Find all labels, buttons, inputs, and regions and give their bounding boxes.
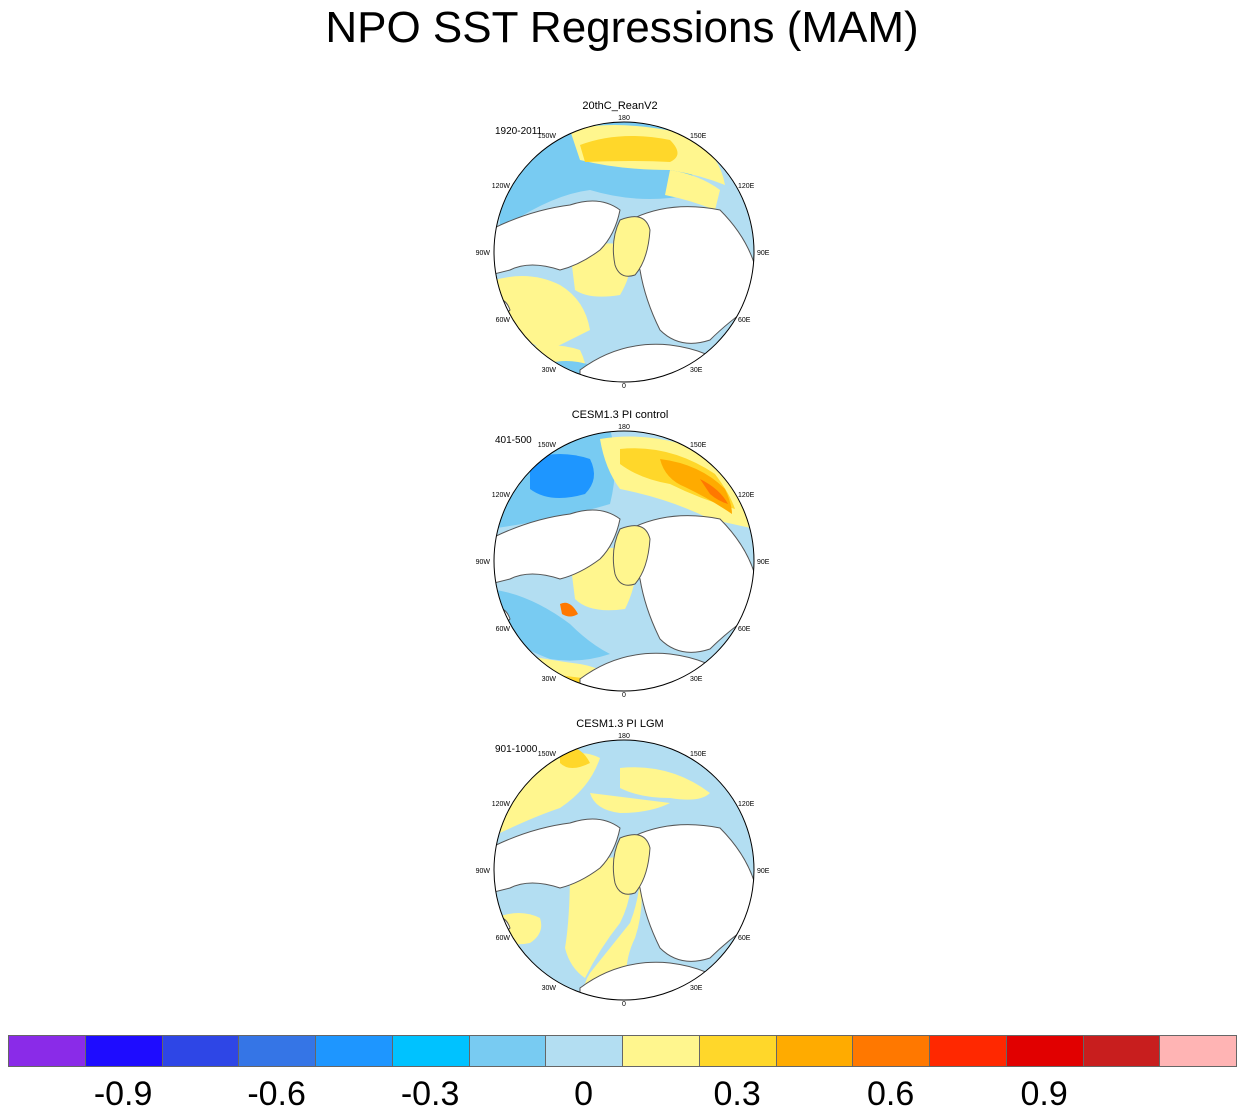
colorbar-swatch xyxy=(852,1035,930,1067)
svg-text:60E: 60E xyxy=(738,935,751,942)
panel-title: CESM1.3 PI control xyxy=(571,409,669,421)
longitude-labels: 180 150E 120E 90E 60E 30E 0 30W 60W 90W … xyxy=(476,733,770,1008)
map-panel-control: CESM1.3 PI control 401-500 180 xyxy=(470,409,770,709)
svg-text:0: 0 xyxy=(622,383,626,390)
svg-text:120W: 120W xyxy=(492,183,511,190)
svg-text:180: 180 xyxy=(618,115,630,122)
colorbar-swatch xyxy=(391,1035,470,1067)
svg-text:60W: 60W xyxy=(496,935,511,942)
svg-text:150E: 150E xyxy=(690,442,707,449)
svg-text:30W: 30W xyxy=(542,676,557,683)
longitude-labels: 180 150E 120E 90E 60E 30E 0 30W 60W 90W … xyxy=(476,115,770,390)
colorbar-tick-label: -0.9 xyxy=(93,1075,153,1113)
svg-text:30E: 30E xyxy=(690,367,703,374)
map-boundary xyxy=(493,430,755,692)
colorbar-swatch xyxy=(545,1035,623,1067)
svg-text:30W: 30W xyxy=(542,367,557,374)
svg-text:120W: 120W xyxy=(492,492,511,499)
colorbar-tick-label: 0.6 xyxy=(866,1075,915,1113)
svg-text:150E: 150E xyxy=(690,133,707,140)
svg-text:120E: 120E xyxy=(738,183,755,190)
colorbar-swatch xyxy=(84,1035,163,1067)
svg-text:90W: 90W xyxy=(476,559,491,566)
svg-text:120E: 120E xyxy=(738,801,755,808)
svg-text:60E: 60E xyxy=(738,317,751,324)
svg-text:30E: 30E xyxy=(690,985,703,992)
svg-text:150W: 150W xyxy=(538,442,557,449)
colorbar-swatch xyxy=(1005,1035,1084,1067)
svg-text:60E: 60E xyxy=(738,626,751,633)
colorbar-swatch xyxy=(622,1035,700,1067)
svg-text:0: 0 xyxy=(622,1001,626,1008)
svg-text:30E: 30E xyxy=(690,676,703,683)
svg-text:180: 180 xyxy=(618,733,630,740)
svg-text:120W: 120W xyxy=(492,801,511,808)
panel-title: 20thC_ReanV2 xyxy=(582,100,658,112)
colorbar-swatch xyxy=(238,1035,316,1067)
colorbar-swatch xyxy=(468,1035,547,1067)
svg-text:90E: 90E xyxy=(757,250,770,257)
map-boundary xyxy=(493,121,755,383)
colorbar-tick-label: -0.3 xyxy=(400,1075,460,1113)
svg-text:150W: 150W xyxy=(538,751,557,758)
svg-text:30W: 30W xyxy=(542,985,557,992)
colorbar-tick-label: 0 xyxy=(574,1075,594,1113)
colorbar-swatch xyxy=(161,1035,240,1067)
svg-text:90E: 90E xyxy=(757,868,770,875)
colorbar-swatch xyxy=(1159,1035,1237,1067)
map-panel-rean: 20thC_ReanV2 1920-2011 180 150E 120E 9 xyxy=(470,100,770,400)
colorbar-tick-label: 0.3 xyxy=(713,1075,761,1113)
svg-text:120E: 120E xyxy=(738,492,755,499)
panel-period: 401-500 xyxy=(495,435,532,446)
colorbar xyxy=(8,1035,1237,1069)
svg-text:90W: 90W xyxy=(476,868,491,875)
longitude-labels: 180 150E 120E 90E 60E 30E 0 30W 60W 90W … xyxy=(476,424,770,699)
colorbar-swatch xyxy=(8,1035,86,1067)
colorbar-swatch xyxy=(315,1035,393,1067)
map-boundary xyxy=(493,739,755,1001)
svg-text:150W: 150W xyxy=(538,133,557,140)
polar-map: 180 150E 120E 90E 60E 30E 0 30W 60W 90W … xyxy=(476,424,770,699)
svg-text:90E: 90E xyxy=(757,559,770,566)
colorbar-swatch xyxy=(775,1035,854,1067)
svg-text:180: 180 xyxy=(618,424,630,431)
svg-text:0: 0 xyxy=(622,692,626,699)
figure-title: NPO SST Regressions (MAM) xyxy=(325,3,919,52)
panel-title: CESM1.3 PI LGM xyxy=(576,718,664,730)
colorbar-tick-label: 0.9 xyxy=(1020,1075,1068,1113)
polar-map: 180 150E 120E 90E 60E 30E 0 30W 60W 90W … xyxy=(476,115,770,390)
panel-period: 901-1000 xyxy=(495,744,538,755)
svg-text:60W: 60W xyxy=(496,626,511,633)
polar-map: 180 150E 120E 90E 60E 30E 0 30W 60W 90W … xyxy=(476,733,770,1008)
land-mask xyxy=(494,509,754,691)
panel-period: 1920-2011 xyxy=(495,126,543,137)
colorbar-tick-label: -0.6 xyxy=(247,1075,306,1113)
map-panel-lgm: CESM1.3 PI LGM 901-1000 180 150E 120E 90… xyxy=(470,718,770,1018)
svg-text:90W: 90W xyxy=(476,250,491,257)
svg-text:150E: 150E xyxy=(690,751,707,758)
colorbar-swatch xyxy=(929,1035,1007,1067)
svg-text:60W: 60W xyxy=(496,317,511,324)
colorbar-swatch xyxy=(1082,1035,1161,1067)
colorbar-swatch xyxy=(698,1035,777,1067)
